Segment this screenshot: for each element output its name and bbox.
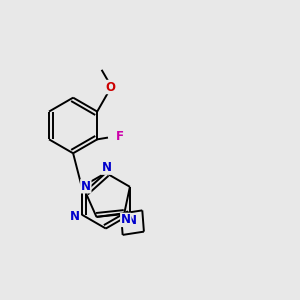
Text: N: N <box>81 180 91 193</box>
Text: O: O <box>105 80 115 94</box>
Text: N: N <box>127 214 136 227</box>
Text: N: N <box>101 161 112 174</box>
Text: F: F <box>116 130 123 143</box>
Text: N: N <box>121 213 131 226</box>
Text: N: N <box>70 210 80 223</box>
